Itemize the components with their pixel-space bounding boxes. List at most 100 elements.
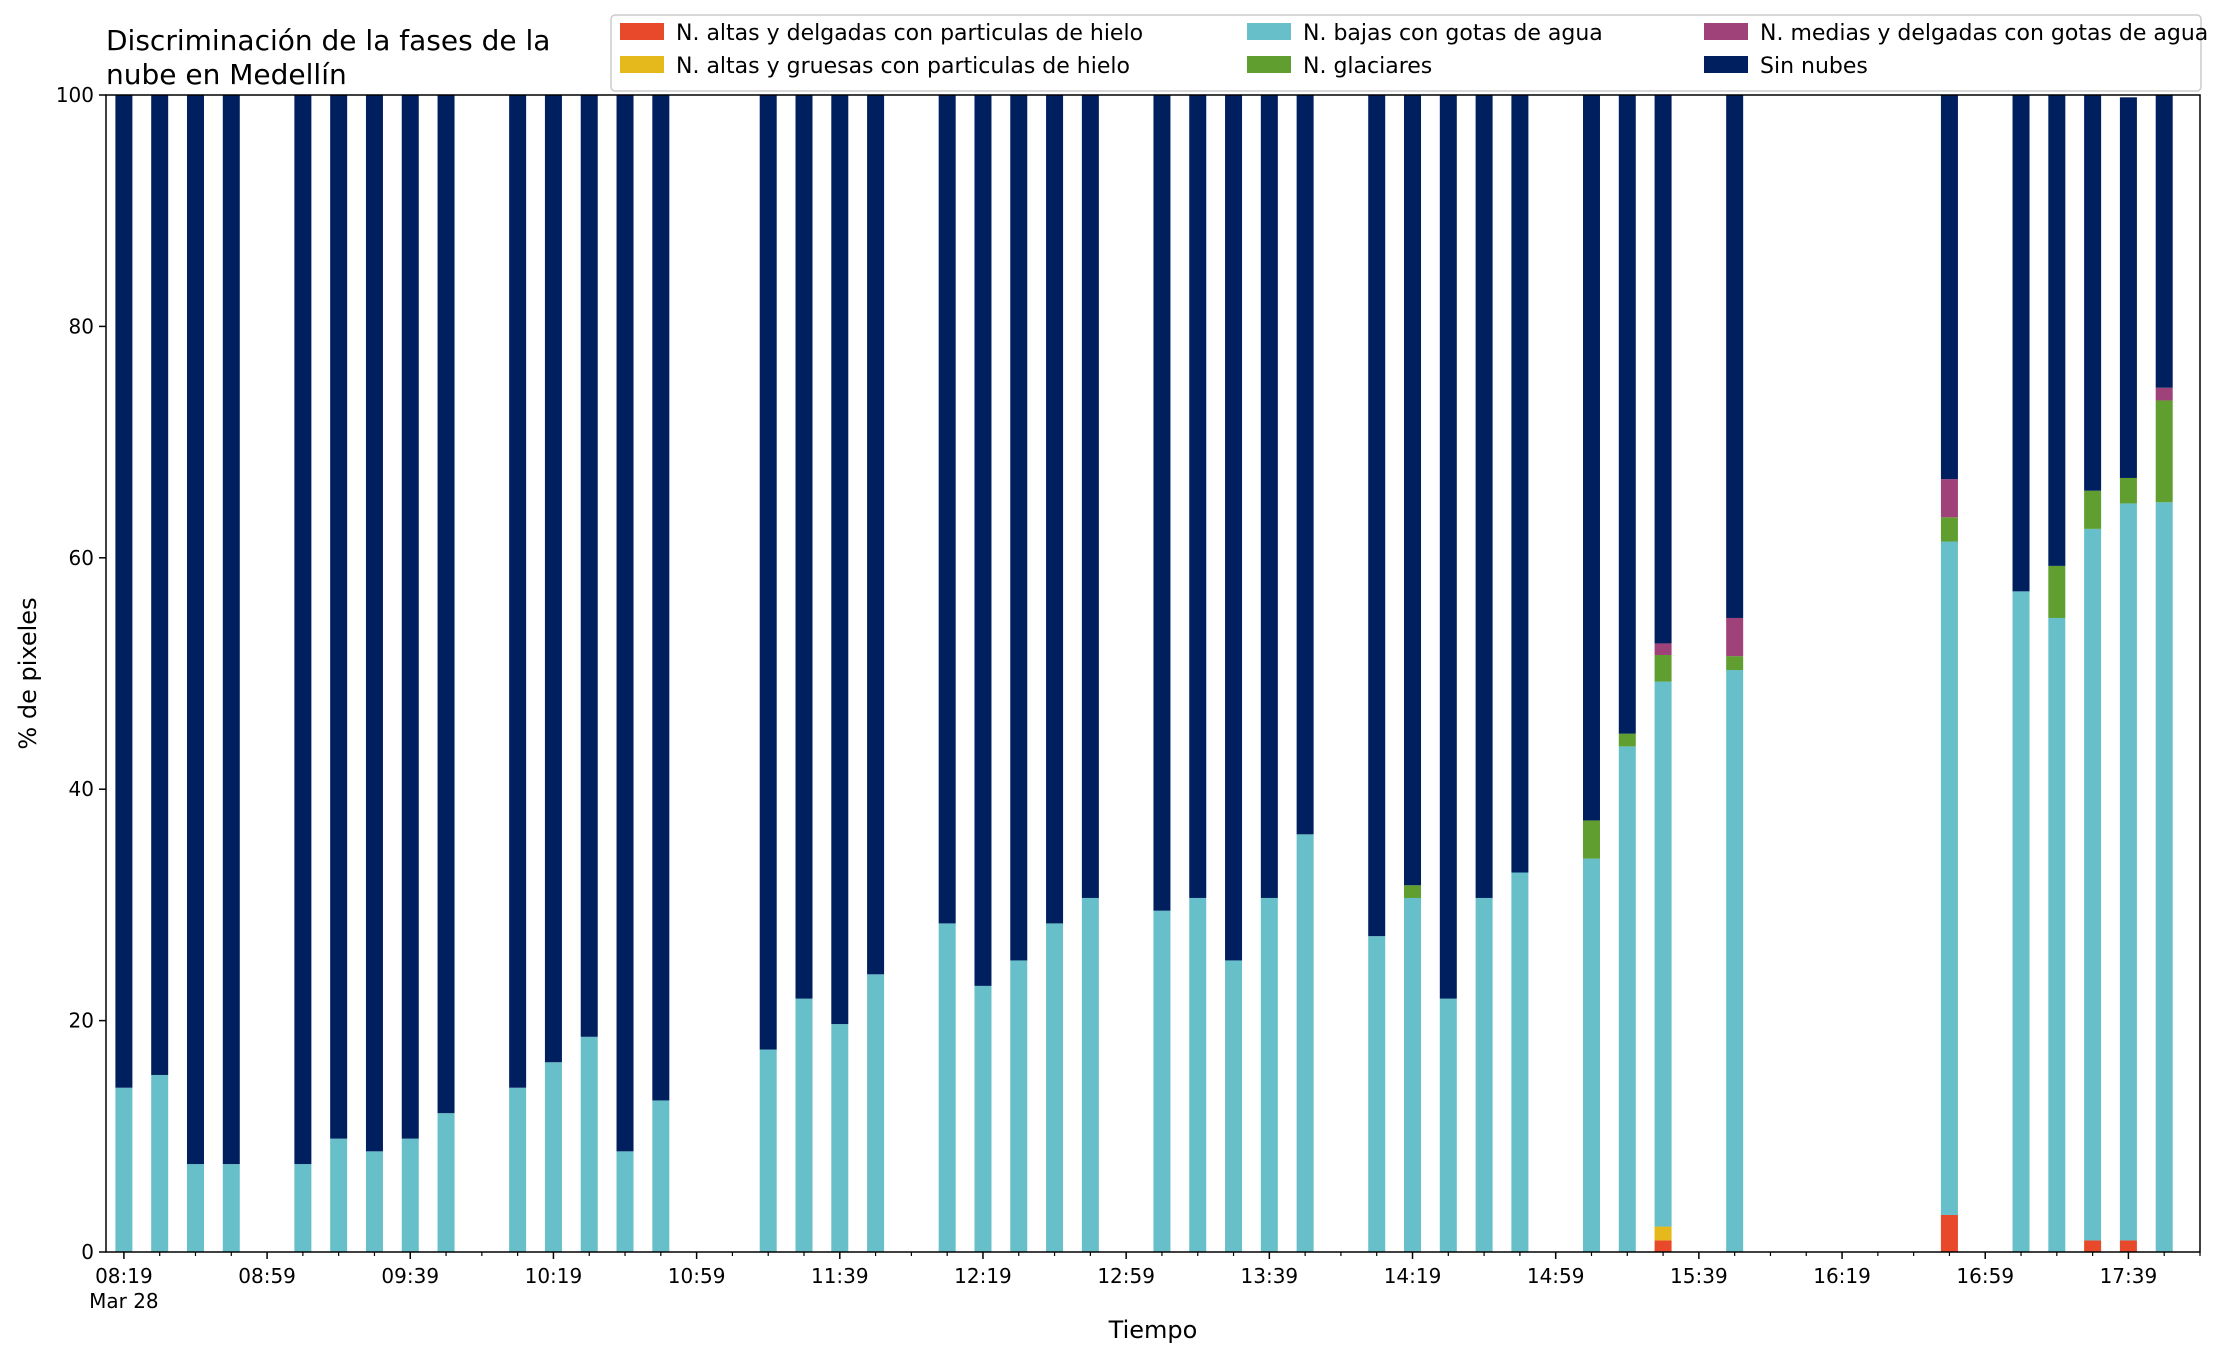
plot-frame xyxy=(105,94,2201,1253)
x-axis: 08:19 08:59 09:39 10:19 10:59 11:39 12:19 12:59… xyxy=(89,1252,2201,1313)
y-axis: 0 20 40 60 80 100 xyxy=(56,83,106,1264)
bar-segment xyxy=(2119,1240,2137,1252)
bar-segment xyxy=(2084,1240,2102,1252)
bar-segment xyxy=(1153,910,1171,1252)
bar-segment xyxy=(1010,960,1028,1252)
bar-segment xyxy=(401,1138,419,1252)
bar-segment xyxy=(1618,733,1636,747)
legend-swatch xyxy=(620,56,664,73)
y-tick-label: 60 xyxy=(69,546,94,570)
bar-segment xyxy=(115,1087,133,1252)
bar-segment xyxy=(1260,897,1278,1252)
x-tick-label: 14:19 xyxy=(1384,1264,1442,1288)
bar-segment xyxy=(115,95,133,1088)
bar-segment xyxy=(795,998,813,1252)
bar-segment xyxy=(1511,872,1529,1252)
bar-segment xyxy=(616,95,634,1152)
x-tick-label: 11:39 xyxy=(811,1264,869,1288)
bar-segment xyxy=(2119,503,2137,1241)
bar-segment xyxy=(1582,820,1600,859)
bar-segment xyxy=(1654,643,1672,655)
x-axis-label: Tiempo xyxy=(1108,1316,1198,1344)
legend-label: N. altas y delgadas con particulas de hi… xyxy=(676,21,1143,46)
bar-segment xyxy=(1081,897,1099,1252)
bar-segment xyxy=(580,1036,598,1252)
bar-segment xyxy=(1439,95,1457,999)
bar-segment xyxy=(2155,502,2173,1252)
bar-segment xyxy=(1081,95,1099,898)
legend-swatch xyxy=(1704,23,1748,40)
legend-swatch xyxy=(620,23,664,40)
bar-segment xyxy=(867,974,885,1252)
bar-segment xyxy=(1189,95,1207,898)
bar-segment xyxy=(2119,477,2137,504)
bar-segment xyxy=(831,95,849,1025)
bar-segment xyxy=(1189,897,1207,1252)
legend-label: N. glaciares xyxy=(1303,54,1432,79)
bar-segment xyxy=(1654,681,1672,1227)
legend-swatch xyxy=(1704,56,1748,73)
bar-segment xyxy=(401,95,419,1139)
bar-segment xyxy=(1475,897,1493,1252)
bar-segment xyxy=(1582,95,1600,821)
bar-segment xyxy=(1618,746,1636,1252)
bar-segment xyxy=(1439,998,1457,1252)
bar-segment xyxy=(1654,654,1672,682)
bar-segment xyxy=(867,95,885,975)
bar-segment xyxy=(544,95,562,1063)
bar-segment xyxy=(2155,387,2173,401)
bar-segment xyxy=(1225,960,1243,1252)
y-axis-label: % de pixeles xyxy=(14,597,42,749)
bar-segment xyxy=(938,923,956,1252)
bar-segment xyxy=(2048,565,2066,618)
bar-segment xyxy=(151,95,169,1075)
bar-segment xyxy=(509,1087,527,1252)
bar-segment xyxy=(330,95,348,1139)
bar-segment xyxy=(330,1138,348,1252)
bar-segment xyxy=(222,1164,240,1252)
legend-swatch xyxy=(1247,56,1291,73)
bar-segment xyxy=(2012,591,2030,1252)
bar-segment xyxy=(1940,517,1958,542)
legend-swatch xyxy=(1247,23,1291,40)
legend-label: Sin nubes xyxy=(1760,54,1868,79)
y-tick-label: 80 xyxy=(69,314,94,338)
x-tick-label: 12:59 xyxy=(1097,1264,1155,1288)
bar-segment xyxy=(1940,1214,1958,1252)
bar-segment xyxy=(1225,95,1243,961)
bar-segment xyxy=(294,95,312,1165)
chart-title-line: Discriminación de la fases de la xyxy=(106,24,550,57)
bar-segment xyxy=(938,95,956,924)
bar-segment xyxy=(1654,1240,1672,1252)
bar-segment xyxy=(1940,479,1958,518)
bar-segment xyxy=(1726,617,1744,657)
bar-segment xyxy=(831,1024,849,1252)
bar-segment xyxy=(759,95,777,1050)
x-tick-label: 17:39 xyxy=(2100,1264,2158,1288)
bar-segment xyxy=(759,1049,777,1252)
x-tick-label: 10:59 xyxy=(668,1264,726,1288)
bar-segment xyxy=(1654,1226,1672,1241)
bar-segment xyxy=(974,95,992,986)
bar-segment xyxy=(1511,95,1529,873)
bar-segment xyxy=(365,95,383,1152)
x-tick-label: 10:19 xyxy=(525,1264,583,1288)
bar-segment xyxy=(294,1164,312,1252)
legend-label: N. medias y delgadas con gotas de agua xyxy=(1760,21,2208,46)
bar-segment xyxy=(580,95,598,1037)
bar-segment xyxy=(1940,95,1958,480)
y-tick-label: 40 xyxy=(69,777,94,801)
legend: N. altas y delgadas con particulas de hi… xyxy=(610,14,2208,92)
bar-segment xyxy=(437,95,455,1114)
bar-segment xyxy=(544,1062,562,1252)
legend-box xyxy=(610,14,2202,92)
bar-segment xyxy=(1726,670,1744,1252)
bar-segment xyxy=(509,95,527,1088)
bar-segment xyxy=(186,95,204,1165)
bar-segment xyxy=(1654,95,1672,644)
x-tick-label: 08:59 xyxy=(238,1264,296,1288)
bar-segment xyxy=(437,1113,455,1252)
x-date-label: Mar 28 xyxy=(89,1289,159,1313)
